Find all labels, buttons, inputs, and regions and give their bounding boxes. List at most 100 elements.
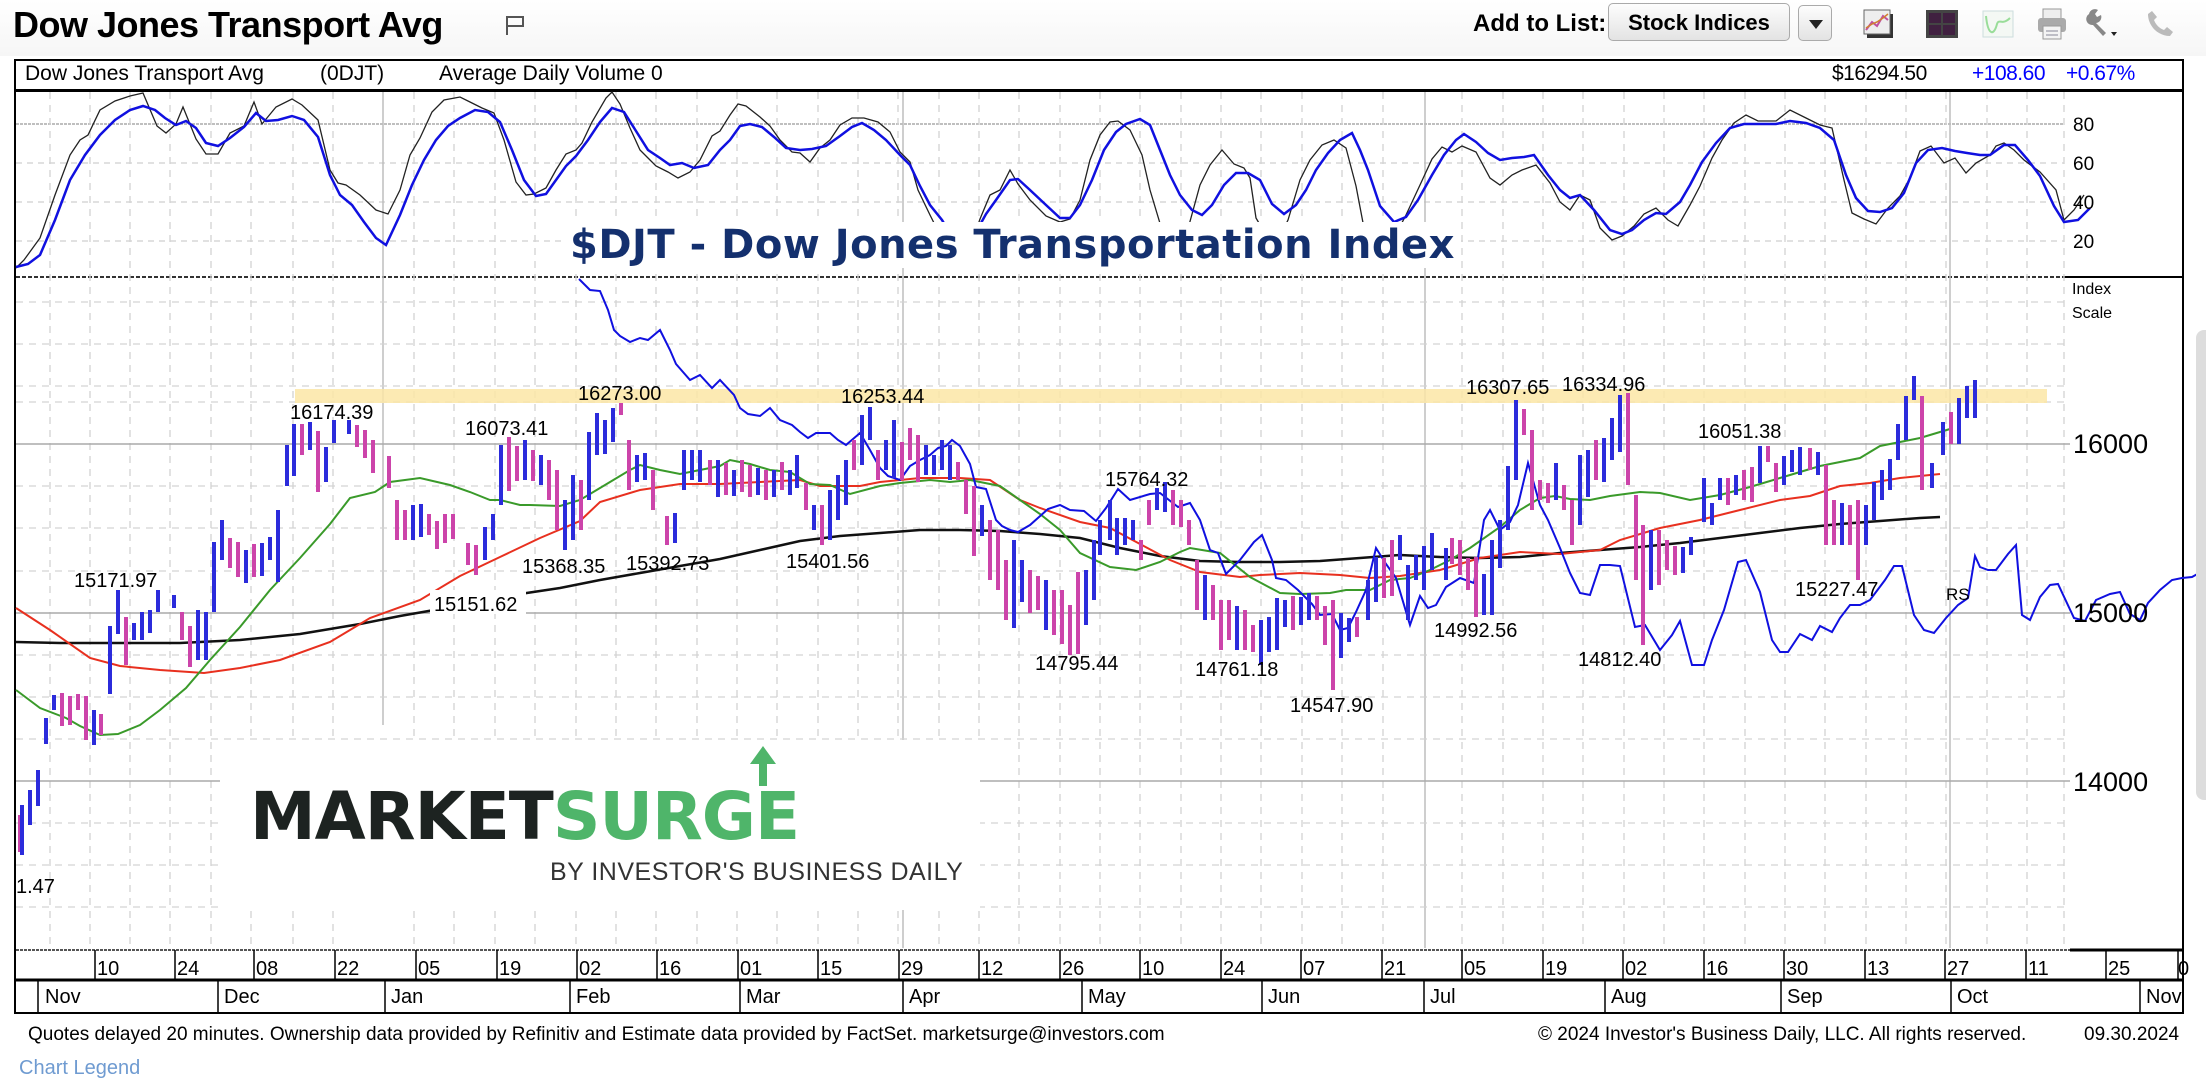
svg-text:40: 40 [2073, 193, 2094, 214]
svg-text:15227.47: 15227.47 [1795, 579, 1878, 601]
chart-date: 09.30.2024 [2084, 1024, 2180, 1045]
chart-legend-link[interactable]: Chart Legend [19, 1057, 141, 1079]
price-bars [18, 376, 1977, 855]
print-icon[interactable] [2034, 6, 2070, 42]
flag-icon[interactable] [504, 14, 526, 36]
svg-text:15171.97: 15171.97 [74, 570, 157, 592]
price-change: +108.60 [1972, 62, 2046, 85]
svg-text:21: 21 [1384, 958, 1406, 980]
svg-text:25: 25 [2108, 958, 2130, 980]
svg-text:Jun: Jun [1268, 986, 1300, 1008]
svg-text:May: May [1088, 986, 1126, 1008]
svg-text:0: 0 [2178, 958, 2189, 980]
svg-text:05: 05 [418, 958, 440, 980]
svg-text:60: 60 [2073, 154, 2094, 175]
add-to-list-label: Add to List: [1473, 10, 1607, 37]
copyright-text: © 2024 Investor's Business Daily, LLC. A… [1538, 1024, 2027, 1045]
chart-frame [14, 59, 2184, 1014]
svg-text:16253.44: 16253.44 [841, 386, 924, 408]
svg-text:10: 10 [97, 958, 119, 980]
svg-text:16: 16 [659, 958, 681, 980]
list-dropdown-button[interactable] [1798, 5, 1832, 41]
ma-50-green [15, 428, 1951, 737]
svg-text:16273.00: 16273.00 [578, 383, 661, 405]
arrow-up-icon [750, 746, 776, 786]
rs-line [578, 278, 2206, 666]
stochastic-k-line [15, 90, 2085, 269]
svg-text:14547.90: 14547.90 [1290, 695, 1373, 717]
svg-text:07: 07 [1303, 958, 1325, 980]
last-price: $16294.50 [1832, 62, 1927, 85]
page-title: Dow Jones Transport Avg [13, 4, 443, 45]
stochastic-d-line [15, 104, 2091, 269]
svg-text:15401.56: 15401.56 [786, 551, 869, 573]
svg-text:16307.65: 16307.65 [1466, 377, 1549, 399]
indicator-icon[interactable] [1980, 6, 2016, 42]
svg-text:14795.44: 14795.44 [1035, 653, 1118, 675]
svg-text:Jul: Jul [1430, 986, 1456, 1008]
list-select-button[interactable]: Stock Indices [1608, 3, 1790, 41]
security-name: Dow Jones Transport Avg [25, 62, 264, 85]
top-bar [0, 0, 2206, 56]
svg-text:24: 24 [1223, 958, 1245, 980]
svg-text:Apr: Apr [909, 986, 940, 1008]
svg-text:12: 12 [981, 958, 1003, 980]
svg-text:16174.39: 16174.39 [290, 402, 373, 424]
svg-text:15: 15 [820, 958, 842, 980]
svg-text:16334.96: 16334.96 [1562, 374, 1645, 396]
svg-text:19: 19 [499, 958, 521, 980]
settings-wrench-icon[interactable] [2084, 6, 2120, 42]
svg-text:27: 27 [1947, 958, 1969, 980]
svg-text:15368.35: 15368.35 [522, 556, 605, 578]
x-axis-labels: 10 24 08 22 05 19 02 16 01 15 29 12 26 10 24 07 21 05… [45, 958, 2189, 1008]
logo-surge-text: SURGE [552, 778, 800, 855]
average-volume: Average Daily Volume 0 [439, 62, 663, 85]
logo-byline: BY INVESTOR'S BUSINESS DAILY [550, 858, 964, 886]
svg-text:11: 11 [2028, 958, 2049, 980]
svg-text:15151.62: 15151.62 [434, 594, 517, 616]
svg-text:Sep: Sep [1787, 986, 1823, 1008]
svg-text:Scale: Scale [2072, 305, 2112, 322]
chart-info-bar: Dow Jones Transport Avg (0DJT) Average D… [16, 61, 2182, 92]
marketsurge-logo: MARKETSURGE BY INVESTOR'S BUSINESS DAILY [220, 740, 980, 910]
svg-text:13: 13 [1867, 958, 1889, 980]
price-change-percent: +0.67% [2066, 62, 2135, 85]
svg-text:16051.38: 16051.38 [1698, 421, 1781, 443]
svg-text:Nov: Nov [2146, 986, 2182, 1008]
svg-text:24: 24 [177, 958, 199, 980]
svg-text:10: 10 [1142, 958, 1164, 980]
svg-text:Dec: Dec [224, 986, 260, 1008]
svg-text:05: 05 [1464, 958, 1486, 980]
svg-text:Oct: Oct [1957, 986, 1989, 1008]
svg-text:14812.40: 14812.40 [1578, 649, 1661, 671]
logo-market-text: MARKET [250, 778, 554, 855]
svg-text:16: 16 [1706, 958, 1728, 980]
chart-type-icon[interactable] [1862, 6, 1898, 42]
ma-200-black [15, 515, 1941, 645]
svg-text:Index: Index [2072, 281, 2111, 298]
resistance-band [295, 389, 2047, 403]
svg-text:Nov: Nov [45, 986, 81, 1008]
svg-text:22: 22 [337, 958, 359, 980]
svg-text:02: 02 [1625, 958, 1647, 980]
svg-text:26: 26 [1062, 958, 1084, 980]
security-symbol: (0DJT) [320, 62, 385, 85]
phone-icon[interactable] [2142, 6, 2178, 42]
disclaimer-text: Quotes delayed 20 minutes. Ownership dat… [28, 1024, 1165, 1045]
svg-text:RS: RS [1946, 585, 1970, 604]
svg-text:14761.18: 14761.18 [1195, 659, 1278, 681]
svg-text:Jan: Jan [391, 986, 423, 1008]
svg-text:01: 01 [740, 958, 762, 980]
chart-overlay-title: $DJT - Dow Jones Transportation Index [564, 222, 1461, 268]
layout-grid-icon[interactable] [1924, 6, 1960, 42]
svg-text:19: 19 [1545, 958, 1567, 980]
svg-text:Mar: Mar [746, 986, 781, 1008]
side-panel-handle[interactable] [2196, 330, 2206, 800]
svg-text:14000: 14000 [2073, 767, 2148, 797]
svg-text:16000: 16000 [2073, 429, 2148, 459]
svg-text:08: 08 [256, 958, 278, 980]
svg-text:1.47: 1.47 [16, 876, 55, 898]
svg-text:15392.73: 15392.73 [626, 553, 709, 575]
svg-text:15000: 15000 [2073, 598, 2148, 628]
